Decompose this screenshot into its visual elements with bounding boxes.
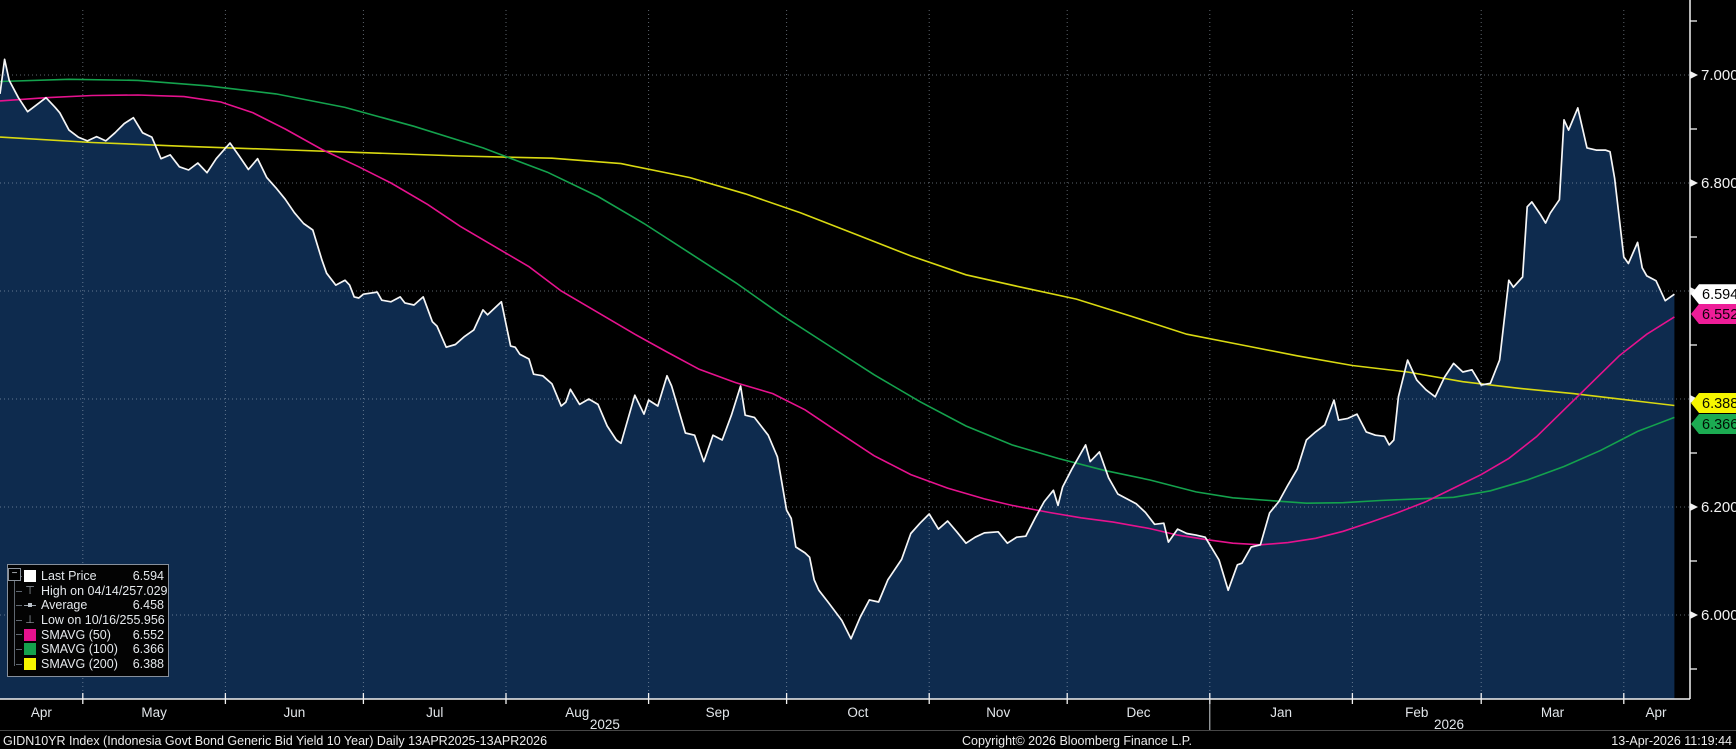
x-axis-month-label: Apr: [1645, 705, 1667, 720]
x-axis-month-label: Dec: [1126, 705, 1150, 720]
legend-value: 6.366: [132, 642, 164, 657]
sma200-badge-label: 6.388: [1702, 396, 1736, 412]
y-axis-label: 6.800: [1701, 175, 1736, 192]
legend-row-smavg-50[interactable]: SMAVG (50) 6.552: [10, 627, 164, 642]
x-axis-year-label: 2026: [1434, 717, 1464, 732]
x-axis-month-label: Oct: [847, 705, 868, 720]
x-axis-month-label: Feb: [1405, 705, 1428, 720]
x-axis-month-label: Nov: [986, 705, 1010, 720]
y-axis-tick-arrow: [1690, 611, 1698, 619]
sma100-line: [0, 78, 1675, 505]
legend-tree-line: [14, 577, 15, 666]
legend-swatch-icon: [24, 643, 36, 656]
status-bar: GIDN10YR Index (Indonesia Govt Bond Gene…: [0, 731, 1736, 749]
legend-value: 6.458: [132, 598, 164, 613]
y-axis-label: 6.200: [1701, 499, 1736, 516]
price-area-fill: [0, 59, 1675, 700]
legend-tree-dash: [16, 634, 22, 636]
y-axis-tick-arrow: [1690, 179, 1698, 187]
sma100-badge-label: 6.366: [1702, 417, 1736, 433]
high-marker-icon: ⊤: [25, 584, 35, 597]
sma200-badge: [1691, 393, 1736, 413]
sma50-badge-label: 6.552: [1702, 307, 1736, 323]
chart-plot-area[interactable]: [0, 0, 1690, 699]
legend-swatch-icon: [24, 657, 36, 670]
legend-label: High on 04/14/25: [41, 583, 137, 598]
legend-row-last-price[interactable]: Last Price 6.594: [10, 569, 164, 584]
legend-tree-dash: [16, 648, 22, 650]
status-copyright-label: Copyright© 2026 Bloomberg Finance L.P.: [962, 734, 1192, 748]
last-price-badge: [1691, 284, 1736, 305]
legend-label: Average: [41, 598, 88, 613]
legend-tree-dash: [16, 590, 22, 592]
legend-row-smavg-100[interactable]: SMAVG (100) 6.366: [10, 642, 164, 657]
average-marker-icon: [24, 599, 36, 611]
legend-value: 6.388: [132, 656, 164, 671]
legend-expander-icon[interactable]: −: [8, 568, 21, 581]
x-axis-month-label: Jan: [1270, 705, 1292, 720]
legend-row-low-on-10-16-25[interactable]: ⊥ Low on 10/16/25 5.956: [10, 613, 165, 628]
legend-label: SMAVG (100): [41, 642, 118, 657]
legend-tree-dash: [16, 619, 22, 621]
y-axis-label: 6.000: [1701, 607, 1736, 624]
y-axis-label: 7.000: [1701, 67, 1736, 84]
legend-label: Low on 10/16/25: [41, 613, 134, 628]
x-axis-month-label: Mar: [1541, 705, 1565, 720]
sma50-line: [0, 94, 1675, 546]
legend-row-average[interactable]: Average 6.458: [10, 598, 164, 613]
price-line: [0, 58, 1675, 640]
sma50-badge: [1691, 304, 1736, 324]
low-marker-icon: ⊥: [25, 614, 35, 627]
x-axis-month-label: Jul: [426, 705, 443, 720]
x-axis-month-label: May: [141, 705, 167, 720]
legend-tree-dash: [16, 663, 22, 665]
x-axis-month-label: Aug: [565, 705, 589, 720]
legend-row-high-on-04-14-25[interactable]: ⊤ High on 04/14/25 7.029: [10, 583, 168, 599]
x-axis-month-label: Jun: [284, 705, 306, 720]
legend-value: 6.594: [132, 569, 164, 584]
sma100-badge: [1691, 414, 1736, 434]
last-price-badge-label: 6.594: [1702, 287, 1736, 303]
legend-value: 5.956: [133, 613, 165, 628]
x-axis-month-label: Apr: [31, 705, 53, 720]
legend-label: Last Price: [41, 569, 97, 584]
y-axis-tick-arrow: [1690, 503, 1698, 511]
legend-swatch-icon: [24, 628, 36, 641]
legend-value: 7.029: [136, 583, 168, 598]
status-datetime-label: 13-Apr-2026 11:19:44: [1611, 734, 1732, 748]
y-axis-tick-arrow: [1690, 71, 1698, 79]
x-axis-year-label: 2025: [590, 717, 620, 732]
legend-value: 6.552: [132, 627, 164, 642]
legend-row-smavg-200[interactable]: SMAVG (200) 6.388: [10, 657, 164, 672]
y-axis-tick-arrow: [1690, 395, 1698, 403]
legend-tree-dash: [16, 605, 22, 607]
chart-legend[interactable]: − Last Price 6.594 ⊤ High on 04/14/25 7.029 A…: [7, 564, 169, 678]
legend-swatch-icon: [24, 570, 36, 583]
legend-label: SMAVG (200): [41, 656, 118, 671]
x-axis-month-label: Sep: [706, 705, 730, 720]
status-instrument-label: GIDN10YR Index (Indonesia Govt Bond Gene…: [3, 734, 548, 748]
legend-label: SMAVG (50): [41, 627, 111, 642]
